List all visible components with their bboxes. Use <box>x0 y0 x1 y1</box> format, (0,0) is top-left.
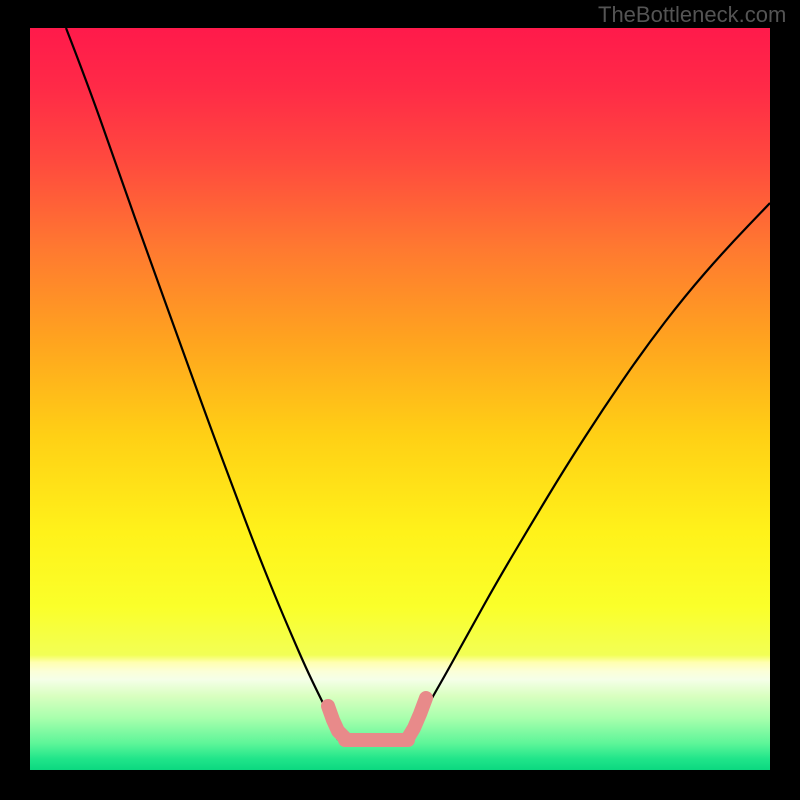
plot-area <box>30 28 770 770</box>
curve-left-branch <box>66 28 338 740</box>
pink-overlay-right <box>408 698 426 738</box>
bottleneck-curve <box>30 28 770 770</box>
pink-overlay-left <box>328 706 345 738</box>
watermark-text: TheBottleneck.com <box>598 2 786 28</box>
curve-right-branch <box>412 203 770 740</box>
